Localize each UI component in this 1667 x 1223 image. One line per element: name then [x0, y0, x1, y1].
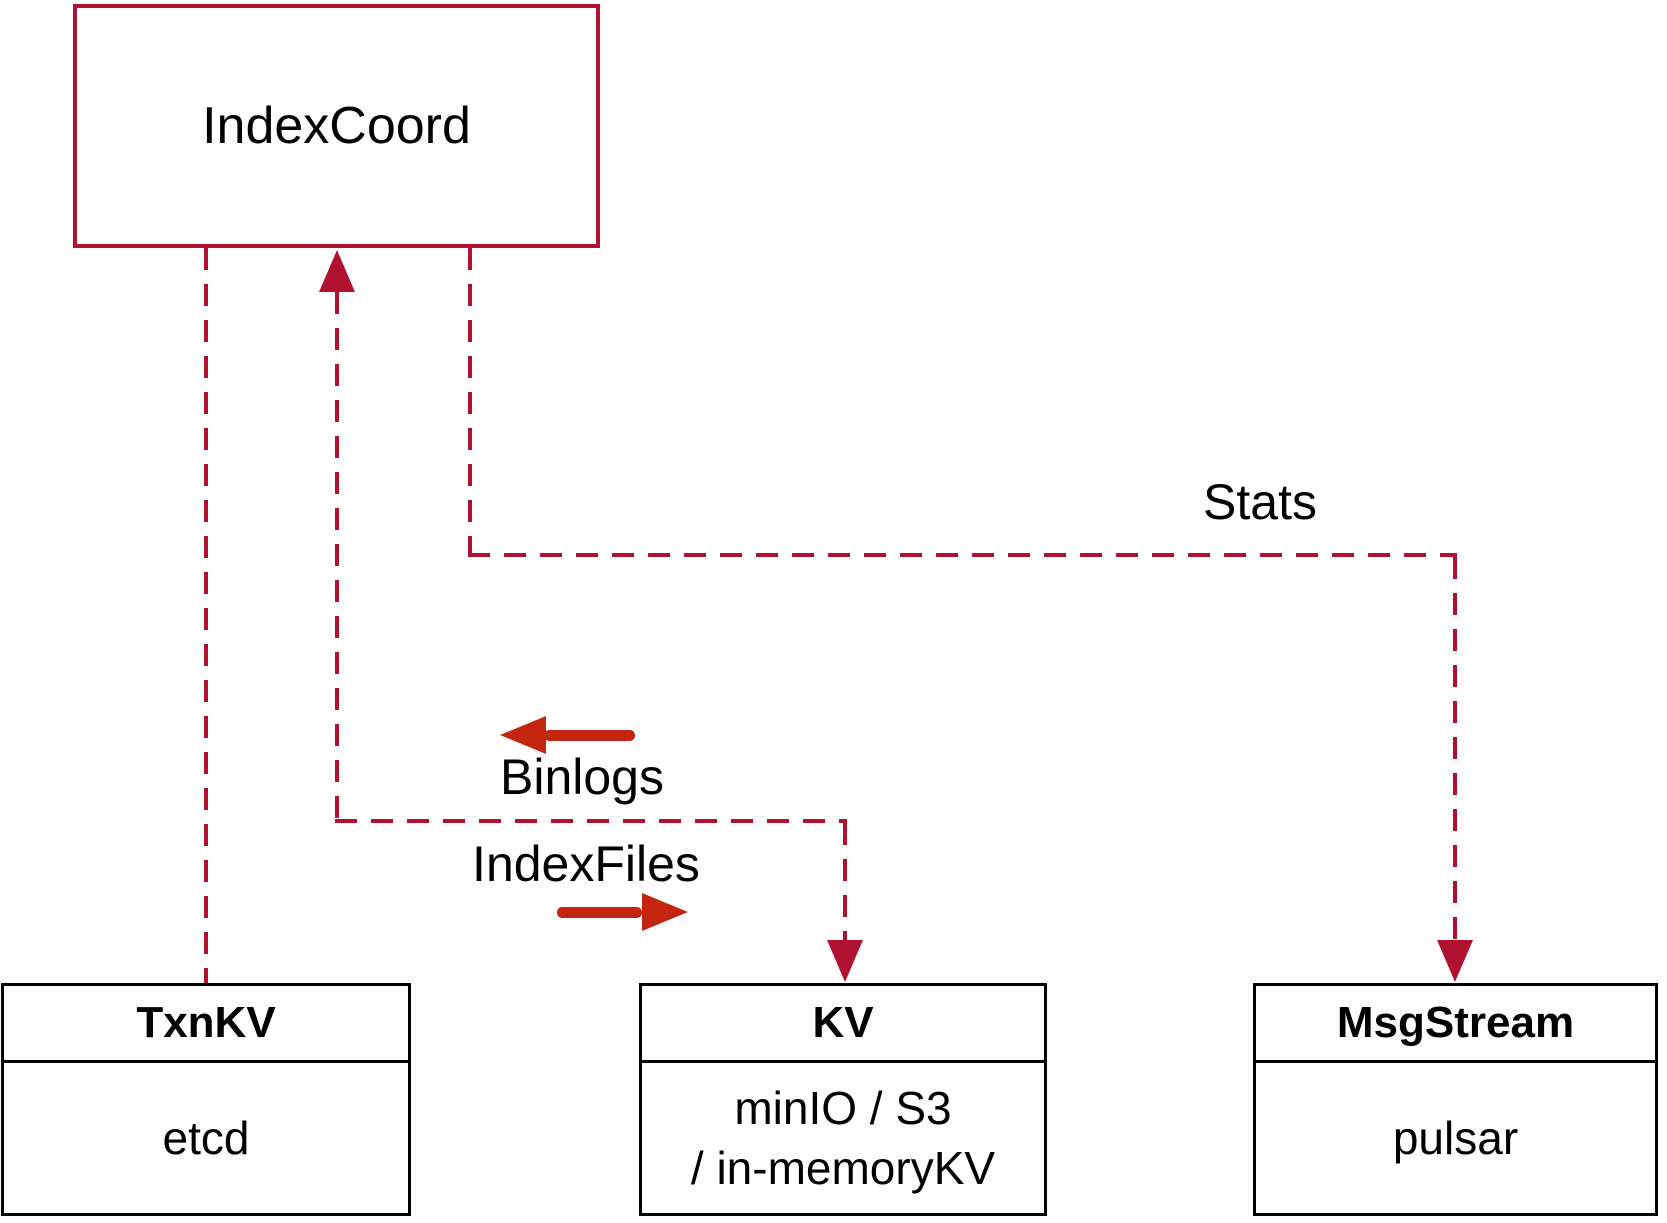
kv-title: KV — [642, 986, 1044, 1063]
indexfiles-edge-vertical — [843, 823, 847, 940]
kv-body: minIO / S3 / in-memoryKV — [642, 1063, 1044, 1213]
stats-edge-vertical-bottom — [1453, 557, 1457, 940]
msgstream-title: MsgStream — [1256, 986, 1655, 1063]
indexfiles-right-arrow-icon — [642, 893, 688, 931]
binlogs-edge-arrowhead-icon — [319, 250, 355, 292]
indexcoord-label: IndexCoord — [202, 97, 471, 155]
binlogs-left-arrow-shaft — [544, 730, 635, 741]
msgstream-node: MsgStream pulsar — [1253, 983, 1658, 1216]
binlogs-edge-label: Binlogs — [500, 749, 664, 805]
stats-edge-horizontal — [468, 553, 1457, 557]
stats-edge-label: Stats — [1203, 474, 1317, 530]
msgstream-body-text: pulsar — [1392, 1112, 1519, 1164]
indexfiles-edge-arrowhead-icon — [827, 940, 863, 982]
txnkv-title: TxnKV — [4, 986, 408, 1063]
indexfiles-right-arrow-shaft — [557, 907, 642, 918]
binlogs-indexfiles-edge-horizontal — [335, 819, 847, 823]
kv-node: KV minIO / S3 / in-memoryKV — [639, 983, 1047, 1216]
binlogs-left-arrow-icon — [500, 716, 546, 754]
indexcoord-node: IndexCoord — [73, 4, 600, 248]
indexfiles-edge-label: IndexFiles — [472, 836, 700, 892]
txnkv-body: etcd — [4, 1063, 408, 1213]
txnkv-node: TxnKV etcd — [1, 983, 411, 1216]
stats-edge-arrowhead-icon — [1437, 940, 1473, 982]
binlogs-edge-vertical — [335, 292, 339, 823]
msgstream-body: pulsar — [1256, 1063, 1655, 1213]
txnkv-edge-vertical — [204, 248, 208, 983]
kv-body-line1: minIO / S3 — [734, 1082, 952, 1134]
stats-edge-vertical-top — [468, 248, 472, 555]
txnkv-body-text: etcd — [162, 1112, 250, 1164]
kv-body-line2: / in-memoryKV — [690, 1142, 996, 1194]
